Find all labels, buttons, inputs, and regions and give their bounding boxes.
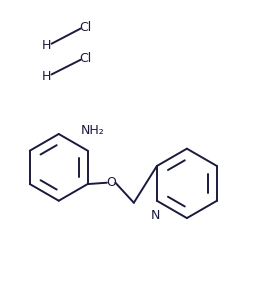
Text: O: O [106,176,116,189]
Text: H: H [42,39,52,52]
Text: N: N [151,209,160,222]
Text: H: H [42,70,52,83]
Text: Cl: Cl [79,21,92,34]
Text: NH₂: NH₂ [81,124,105,137]
Text: Cl: Cl [79,52,92,65]
